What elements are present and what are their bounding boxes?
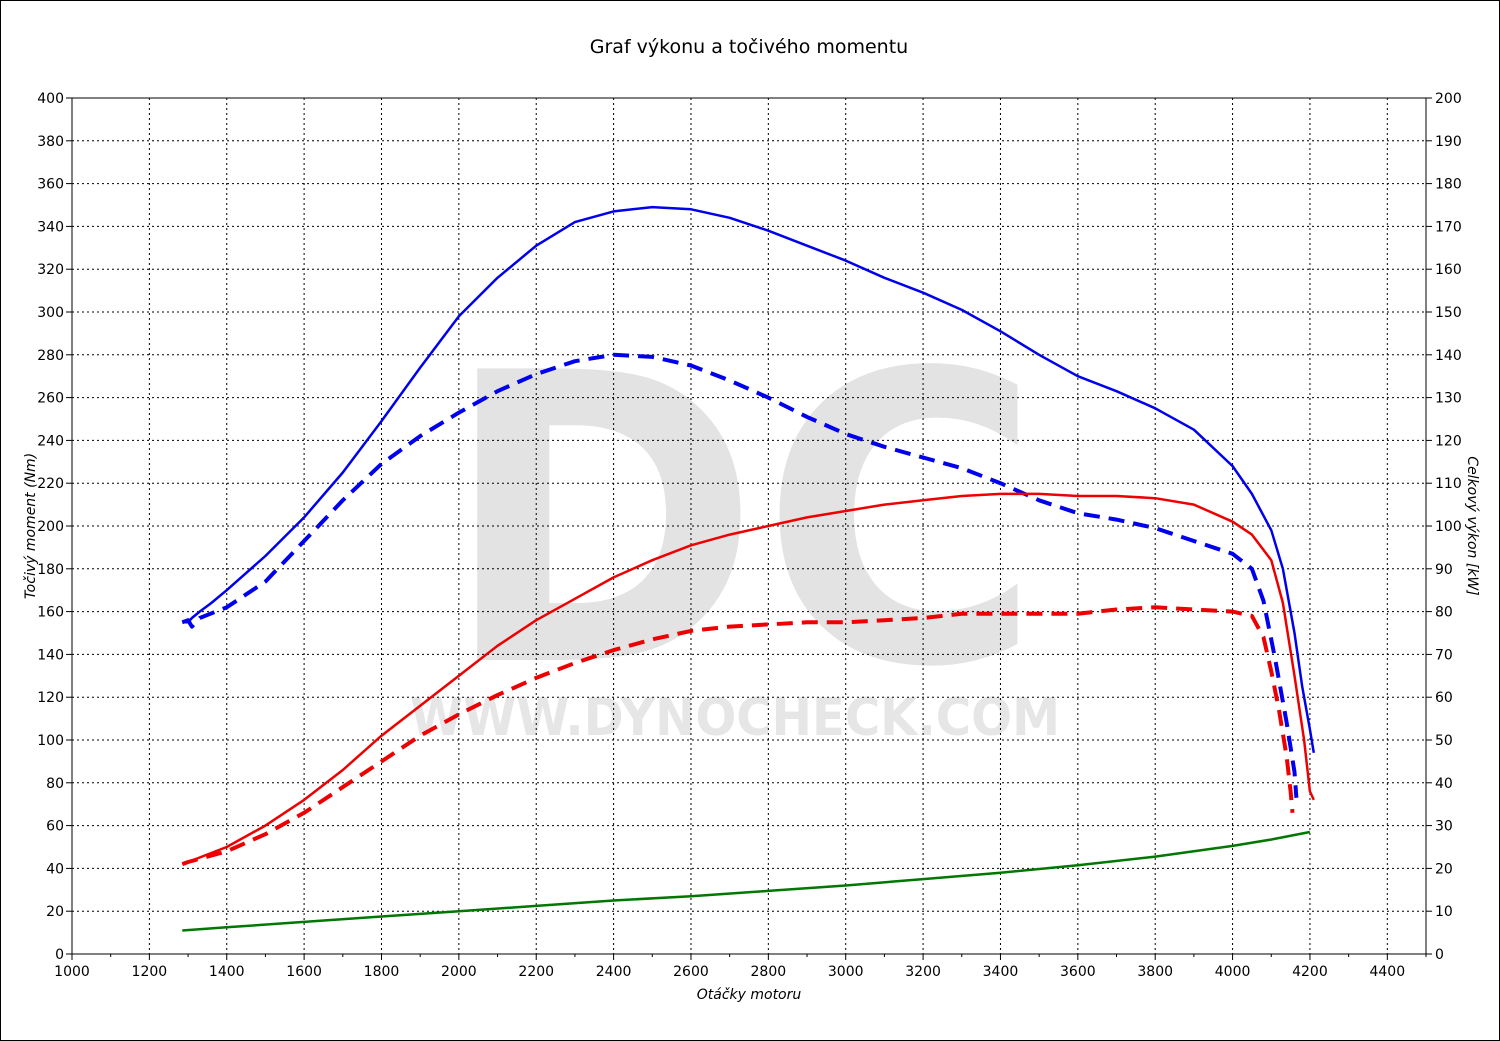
x-axis-label: Otáčky motoru xyxy=(697,987,802,1003)
x-tick-label: 3800 xyxy=(1137,964,1173,980)
watermark-url: WWW.DYNOCHECK.COM xyxy=(410,688,1060,748)
x-tick-label: 4000 xyxy=(1215,964,1251,980)
y-right-tick-label: 10 xyxy=(1435,904,1453,920)
series-line-4 xyxy=(181,605,1295,866)
y-right-tick-label: 200 xyxy=(1435,91,1462,107)
y-right-tick-label: 110 xyxy=(1435,476,1462,492)
y-right-tick-label: 100 xyxy=(1435,519,1462,535)
y-left-tick-label: 120 xyxy=(37,690,64,706)
watermark-letters: DC xyxy=(442,290,1042,755)
x-tick-label: 4200 xyxy=(1292,964,1328,980)
x-tick-label: 3000 xyxy=(828,964,864,980)
plot-grid xyxy=(72,98,1426,954)
y-right-tick-label: 190 xyxy=(1435,134,1462,150)
y-left-tick-label: 140 xyxy=(37,647,64,663)
y-right-tick-label: 160 xyxy=(1435,262,1462,278)
y-left-tick-label: 340 xyxy=(37,219,64,235)
y-right-tick-label: 120 xyxy=(1435,433,1462,449)
y-left-tick-label: 80 xyxy=(46,776,64,792)
y-left-tick-label: 100 xyxy=(37,733,64,749)
y-left-axis-label: Točivý moment (Nm) xyxy=(23,453,39,599)
y-left-tick-label: 20 xyxy=(46,904,64,920)
y-left-tick-label: 220 xyxy=(37,476,64,492)
x-tick-label: 1200 xyxy=(132,964,168,980)
watermark: DC WWW.DYNOCHECK.COM xyxy=(410,290,1060,755)
x-tick-label: 3200 xyxy=(905,964,941,980)
tick-marks xyxy=(66,97,1432,960)
y-left-tick-label: 60 xyxy=(46,819,64,835)
x-tick-label: 2800 xyxy=(751,964,787,980)
y-right-axis-label: Celkový výkon [kW] xyxy=(1464,456,1480,595)
y-right-tick-labels: 0 10 20 30 40 50 60 70 80 90 100 110 120 130 140 150 160… xyxy=(1435,91,1462,963)
x-tick-label: 3400 xyxy=(983,964,1019,980)
y-right-tick-label: 180 xyxy=(1435,177,1462,193)
y-right-tick-label: 30 xyxy=(1435,819,1453,835)
y-left-tick-labels: 0 20 40 60 80 100 120 140 160 180 200 220 240 260 280 3… xyxy=(37,91,64,963)
y-left-tick-label: 300 xyxy=(37,305,64,321)
y-right-tick-label: 40 xyxy=(1435,776,1453,792)
x-tick-label: 2200 xyxy=(518,964,554,980)
x-tick-label: 1400 xyxy=(209,964,245,980)
y-right-tick-label: 20 xyxy=(1435,861,1453,877)
y-right-tick-label: 90 xyxy=(1435,562,1453,578)
series-line-2 xyxy=(181,352,1299,798)
y-left-tick-label: 160 xyxy=(37,605,64,621)
y-left-tick-label: 320 xyxy=(37,262,64,278)
y-left-tick-label: 400 xyxy=(37,91,64,107)
x-tick-label: 3600 xyxy=(1060,964,1096,980)
y-left-tick-label: 280 xyxy=(37,348,64,364)
series-layer xyxy=(181,205,1316,932)
y-left-tick-label: 360 xyxy=(37,177,64,193)
x-tick-label: 1800 xyxy=(364,964,400,980)
x-tick-labels: 1000 1200 1400 1600 1800 2000 2200 2400 2600 2800… xyxy=(54,964,1405,980)
y-left-tick-label: 180 xyxy=(37,562,64,578)
x-tick-label: 1600 xyxy=(286,964,322,980)
y-left-tick-label: 240 xyxy=(37,433,64,449)
x-tick-label: 2600 xyxy=(673,964,709,980)
y-right-tick-label: 140 xyxy=(1435,348,1462,364)
y-left-tick-label: 40 xyxy=(46,861,64,877)
y-left-tick-label: 200 xyxy=(37,519,64,535)
y-right-tick-label: 60 xyxy=(1435,690,1453,706)
y-right-tick-label: 50 xyxy=(1435,733,1453,749)
y-left-tick-label: 380 xyxy=(37,134,64,150)
y-right-tick-label: 150 xyxy=(1435,305,1462,321)
chart-title: Graf výkonu a točivého momentu xyxy=(590,36,908,58)
series-line-3 xyxy=(181,492,1315,866)
x-tick-label: 2400 xyxy=(596,964,632,980)
x-tick-label: 2000 xyxy=(441,964,477,980)
x-tick-label: 4400 xyxy=(1369,964,1405,980)
y-right-tick-label: 0 xyxy=(1435,947,1444,963)
series-line-1 xyxy=(182,205,1316,754)
y-left-tick-label: 260 xyxy=(37,391,64,407)
x-tick-label: 1000 xyxy=(54,964,90,980)
y-right-tick-label: 80 xyxy=(1435,605,1453,621)
y-right-tick-label: 130 xyxy=(1435,391,1462,407)
y-left-tick-label: 0 xyxy=(55,947,64,963)
y-right-tick-label: 170 xyxy=(1435,219,1462,235)
series-line-5 xyxy=(182,830,1311,932)
y-right-tick-label: 70 xyxy=(1435,647,1453,663)
plot-area-border xyxy=(71,97,1427,955)
